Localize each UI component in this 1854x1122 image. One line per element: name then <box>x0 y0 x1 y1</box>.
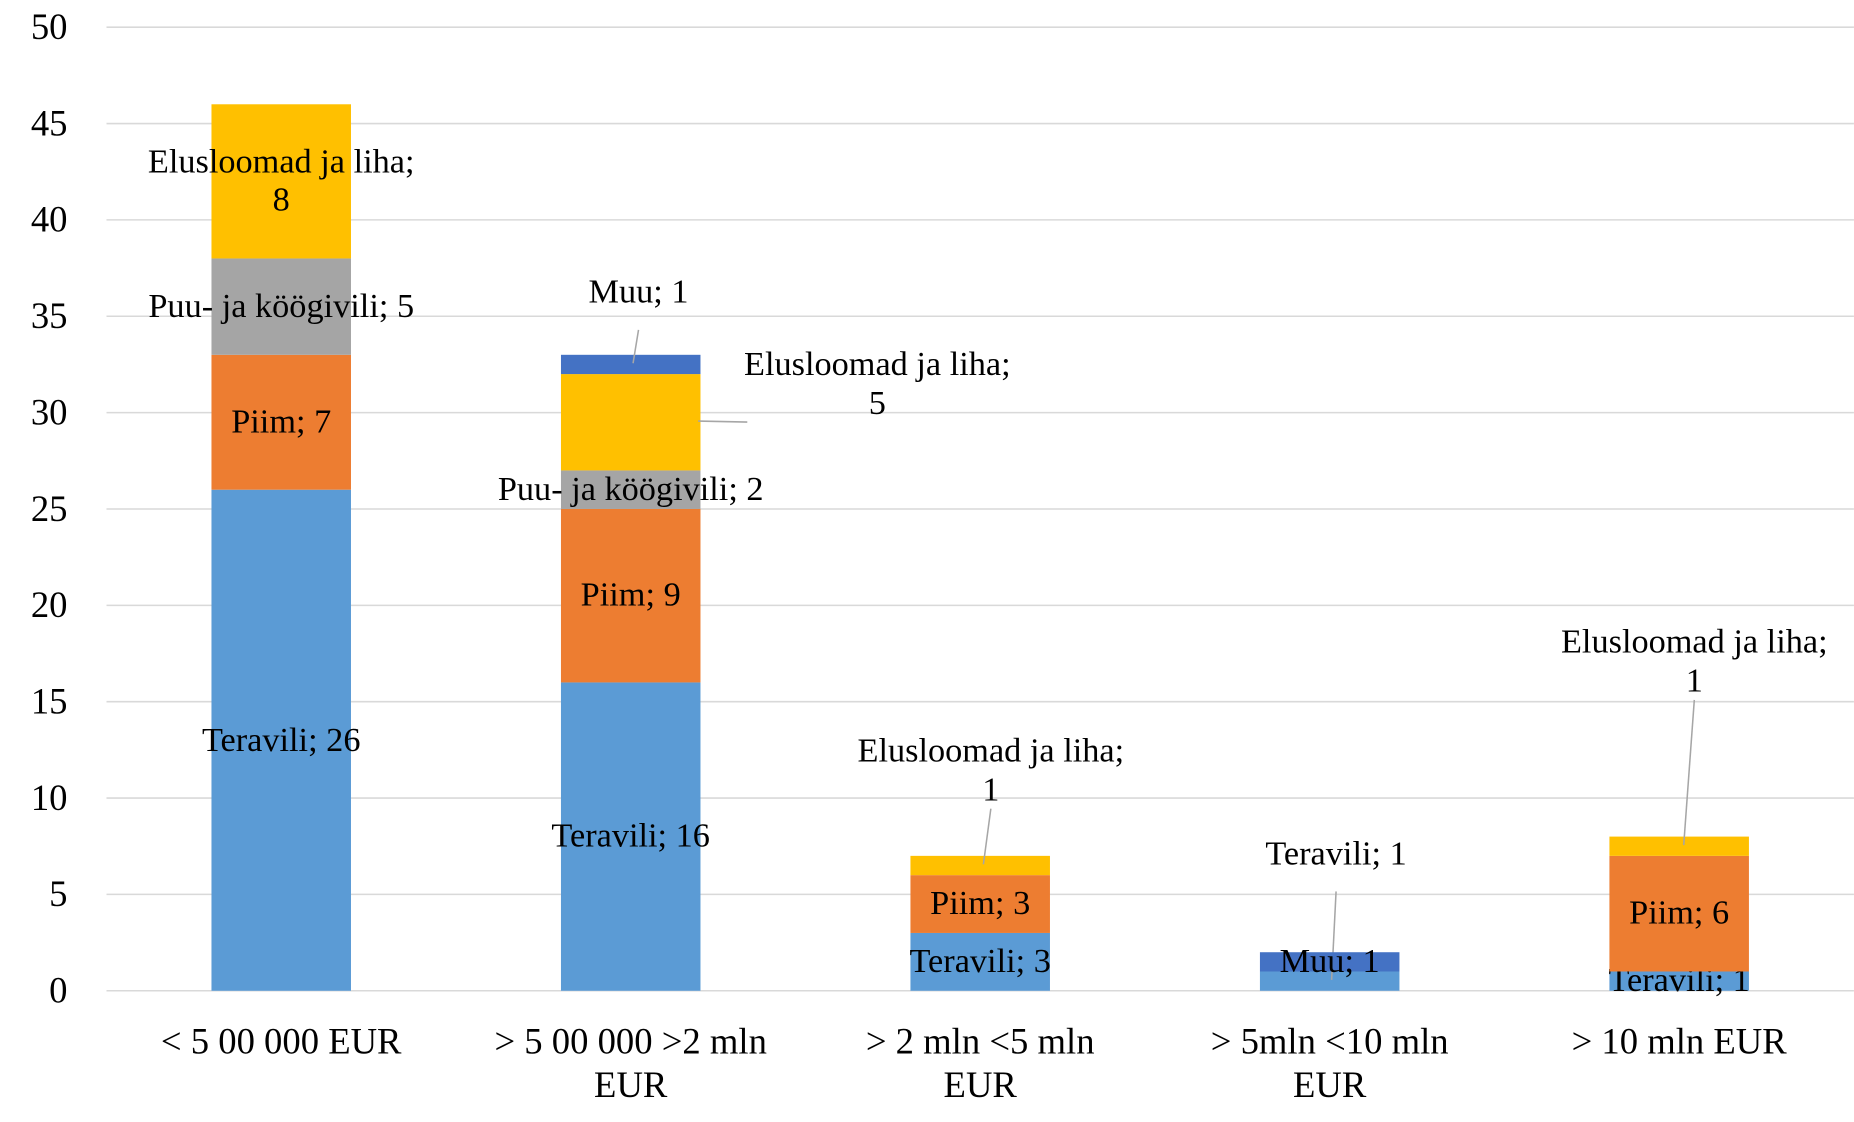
bar-segment <box>211 258 351 355</box>
bar-segment <box>1259 971 1400 991</box>
y-tick-label: 20 <box>31 584 68 625</box>
x-tick-label-box: > 2 mln <5 mln EUR <box>865 1020 1095 1106</box>
leader-line <box>1682 699 1696 846</box>
bar-segment <box>211 104 351 259</box>
leader-line <box>632 329 640 364</box>
data-label: Piim; 7 <box>231 402 332 441</box>
leader-line <box>698 420 748 423</box>
data-label-box: Teravili; 3 <box>909 942 1051 981</box>
x-tick-label: < 5 00 000 EUR <box>160 1020 402 1062</box>
data-label: Puu- ja köögivili; 2 <box>497 470 764 509</box>
data-label: Elusloomad ja liha; 8 <box>147 142 415 220</box>
data-label-box: Teravili; 26 <box>201 720 361 759</box>
data-label: Elusloomad ja liha; 1 <box>1560 623 1828 700</box>
data-label: Teravili; 1 <box>1265 834 1407 873</box>
data-label-box: Teravili; 1 <box>1265 834 1407 873</box>
bar-segment <box>560 508 701 683</box>
data-label: Teravili; 16 <box>551 817 710 856</box>
bar-segment <box>560 354 701 375</box>
bar-segment <box>1609 855 1749 972</box>
bar-segment <box>910 932 1050 991</box>
bar-segment <box>910 855 1050 876</box>
y-tick-label: 0 <box>49 970 67 1011</box>
bar-segment <box>560 374 701 471</box>
bar-segment <box>211 489 351 991</box>
x-tick-label: > 5mln <10 mln EUR <box>1210 1020 1449 1106</box>
x-tick-label: > 2 mln <5 mln EUR <box>865 1020 1095 1106</box>
bar-segment <box>1259 952 1400 972</box>
bar-segment <box>1609 971 1749 991</box>
data-label-box: Teravili; 16 <box>551 817 710 856</box>
data-label: Muu; 1 <box>1279 942 1380 981</box>
x-tick-label-box: > 10 mln EUR <box>1571 1020 1787 1062</box>
y-tick-label: 25 <box>31 488 68 529</box>
data-label-box: Elusloomad ja liha; 8 <box>147 142 415 220</box>
data-label-box: Puu- ja köögivili; 5 <box>148 287 415 326</box>
data-label-box: Elusloomad ja liha; 1 <box>857 732 1125 809</box>
data-label-box: Puu- ja köögivili; 2 <box>497 470 764 509</box>
data-label: Piim; 6 <box>1629 894 1730 933</box>
data-label: Teravili; 3 <box>909 942 1051 981</box>
x-tick-label-box: > 5mln <10 mln EUR <box>1210 1020 1449 1106</box>
bar-segment <box>560 682 701 991</box>
bar-segment <box>560 470 701 509</box>
data-label: Puu- ja köögivili; 5 <box>148 287 415 326</box>
data-label: Elusloomad ja liha; 5 <box>744 345 1011 423</box>
data-label-box: Elusloomad ja liha; 1 <box>1560 623 1828 700</box>
y-tick-label: 45 <box>31 102 68 143</box>
y-tick-label: 30 <box>31 391 68 432</box>
data-label: Teravili; 26 <box>201 720 361 759</box>
data-label-box: Piim; 3 <box>930 884 1031 923</box>
data-label: Piim; 3 <box>930 884 1031 923</box>
x-tick-label-box: < 5 00 000 EUR <box>160 1020 402 1062</box>
bar-segment <box>1609 836 1749 856</box>
bar-segment <box>211 354 351 490</box>
bar-segment <box>910 875 1050 933</box>
data-label-box: Piim; 9 <box>580 576 681 615</box>
y-tick-label: 15 <box>31 681 68 722</box>
data-label-box: Muu; 1 <box>1279 942 1380 981</box>
y-tick-label: 10 <box>31 777 68 818</box>
y-tick-label: 35 <box>31 295 68 336</box>
x-tick-label: > 10 mln EUR <box>1571 1020 1787 1062</box>
data-label-box: Elusloomad ja liha; 5 <box>744 345 1011 423</box>
data-label-box: Piim; 6 <box>1629 894 1730 933</box>
y-tick-label: 50 <box>31 6 68 47</box>
data-label-box: Piim; 7 <box>231 402 332 441</box>
leader-line <box>982 808 992 865</box>
data-label: Piim; 9 <box>580 576 681 615</box>
x-tick-label: > 5 00 000 >2 mln EUR <box>494 1020 767 1106</box>
x-tick-label-box: > 5 00 000 >2 mln EUR <box>494 1020 767 1106</box>
data-label: Elusloomad ja liha; 1 <box>857 732 1125 809</box>
data-label-box: Muu; 1 <box>588 272 689 311</box>
y-tick-label: 5 <box>49 873 67 914</box>
data-label: Muu; 1 <box>588 272 689 311</box>
y-tick-label: 40 <box>31 199 68 240</box>
